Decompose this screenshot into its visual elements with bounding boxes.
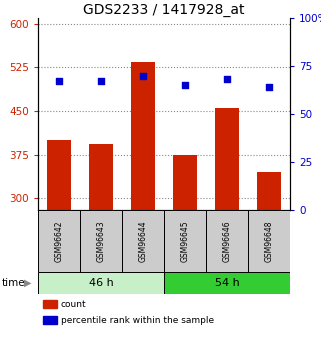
Text: time: time	[2, 278, 25, 288]
Text: GSM96644: GSM96644	[138, 220, 148, 262]
Bar	[164, 272, 290, 294]
Bar	[173, 155, 196, 210]
Point	[140, 73, 145, 78]
Bar	[38, 272, 164, 294]
Bar	[215, 108, 239, 210]
Text: count: count	[61, 300, 86, 309]
Bar	[48, 140, 71, 210]
Text: ▶: ▶	[24, 278, 31, 288]
Bar	[248, 210, 290, 272]
Bar	[43, 316, 57, 324]
Point	[224, 77, 230, 82]
Bar	[164, 210, 206, 272]
Point	[56, 79, 62, 84]
Bar	[206, 210, 248, 272]
Text: 54 h: 54 h	[215, 278, 239, 288]
Text: GSM96643: GSM96643	[97, 220, 106, 262]
Bar	[122, 210, 164, 272]
Bar	[257, 172, 281, 210]
Point	[266, 85, 272, 90]
Text: GSM96642: GSM96642	[55, 220, 64, 262]
Bar	[38, 210, 80, 272]
Text: GSM96648: GSM96648	[265, 220, 273, 262]
Bar	[90, 144, 113, 210]
Point	[182, 82, 187, 88]
Title: GDS2233 / 1417928_at: GDS2233 / 1417928_at	[83, 3, 245, 17]
Text: percentile rank within the sample: percentile rank within the sample	[61, 316, 214, 325]
Text: GSM96646: GSM96646	[222, 220, 231, 262]
Bar	[80, 210, 122, 272]
Bar	[132, 62, 154, 210]
Text: GSM96645: GSM96645	[180, 220, 189, 262]
Text: 46 h: 46 h	[89, 278, 113, 288]
Bar	[43, 299, 57, 308]
Point	[99, 79, 104, 84]
